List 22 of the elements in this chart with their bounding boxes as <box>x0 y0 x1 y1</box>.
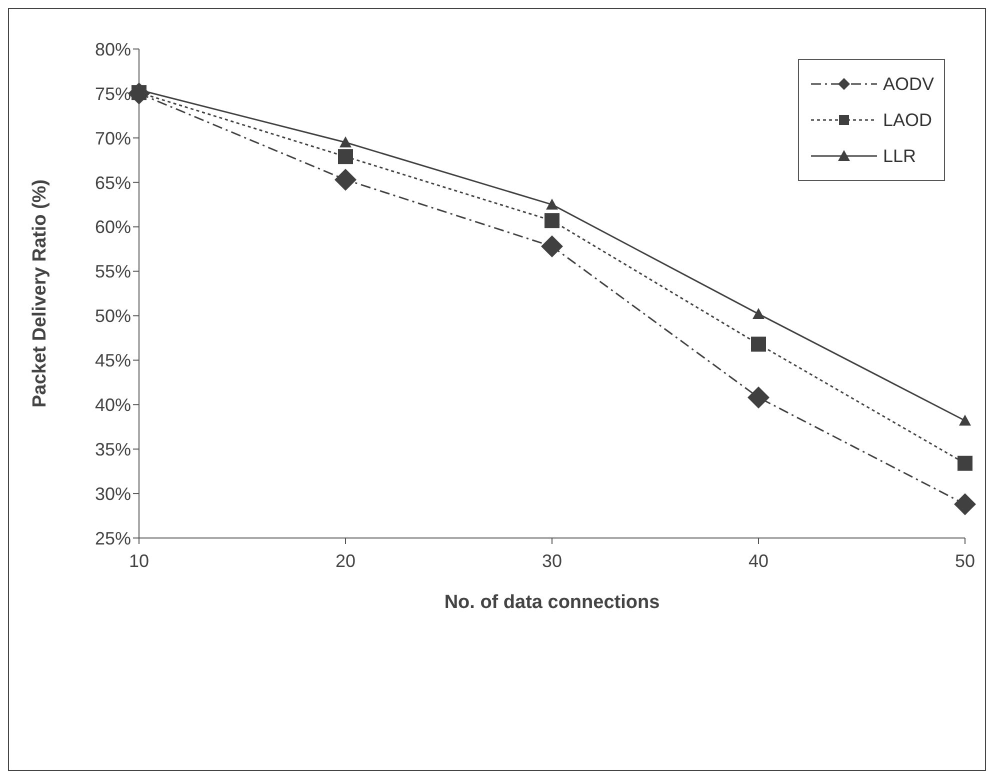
y-tick-label: 65% <box>94 172 131 193</box>
legend-label: LAOD <box>882 110 932 130</box>
y-tick-label: 40% <box>94 395 131 416</box>
x-tick-label: 40 <box>748 550 769 571</box>
y-tick-label: 55% <box>94 262 131 282</box>
legend-label: AODV <box>882 74 934 94</box>
y-tick-label: 30% <box>94 484 131 504</box>
y-tick-label: 25% <box>94 528 131 548</box>
x-tick-label: 50 <box>954 550 976 571</box>
y-axis-title: Packet Delivery Ratio (%) <box>30 179 51 408</box>
y-tick-label: 35% <box>94 439 131 460</box>
y-tick-label: 60% <box>94 217 131 238</box>
y-tick-label: 45% <box>94 350 131 371</box>
x-tick-label: 30 <box>542 550 562 571</box>
x-tick-label: 20 <box>335 550 356 571</box>
y-tick-label: 70% <box>94 128 131 148</box>
y-tick-label: 75% <box>94 84 131 104</box>
y-tick-label: 50% <box>94 306 131 326</box>
x-tick-label: 10 <box>128 550 150 571</box>
y-tick-label: 80% <box>94 39 131 60</box>
x-axis-title: No. of data connections <box>444 592 660 613</box>
legend-label: LLR <box>882 146 916 166</box>
